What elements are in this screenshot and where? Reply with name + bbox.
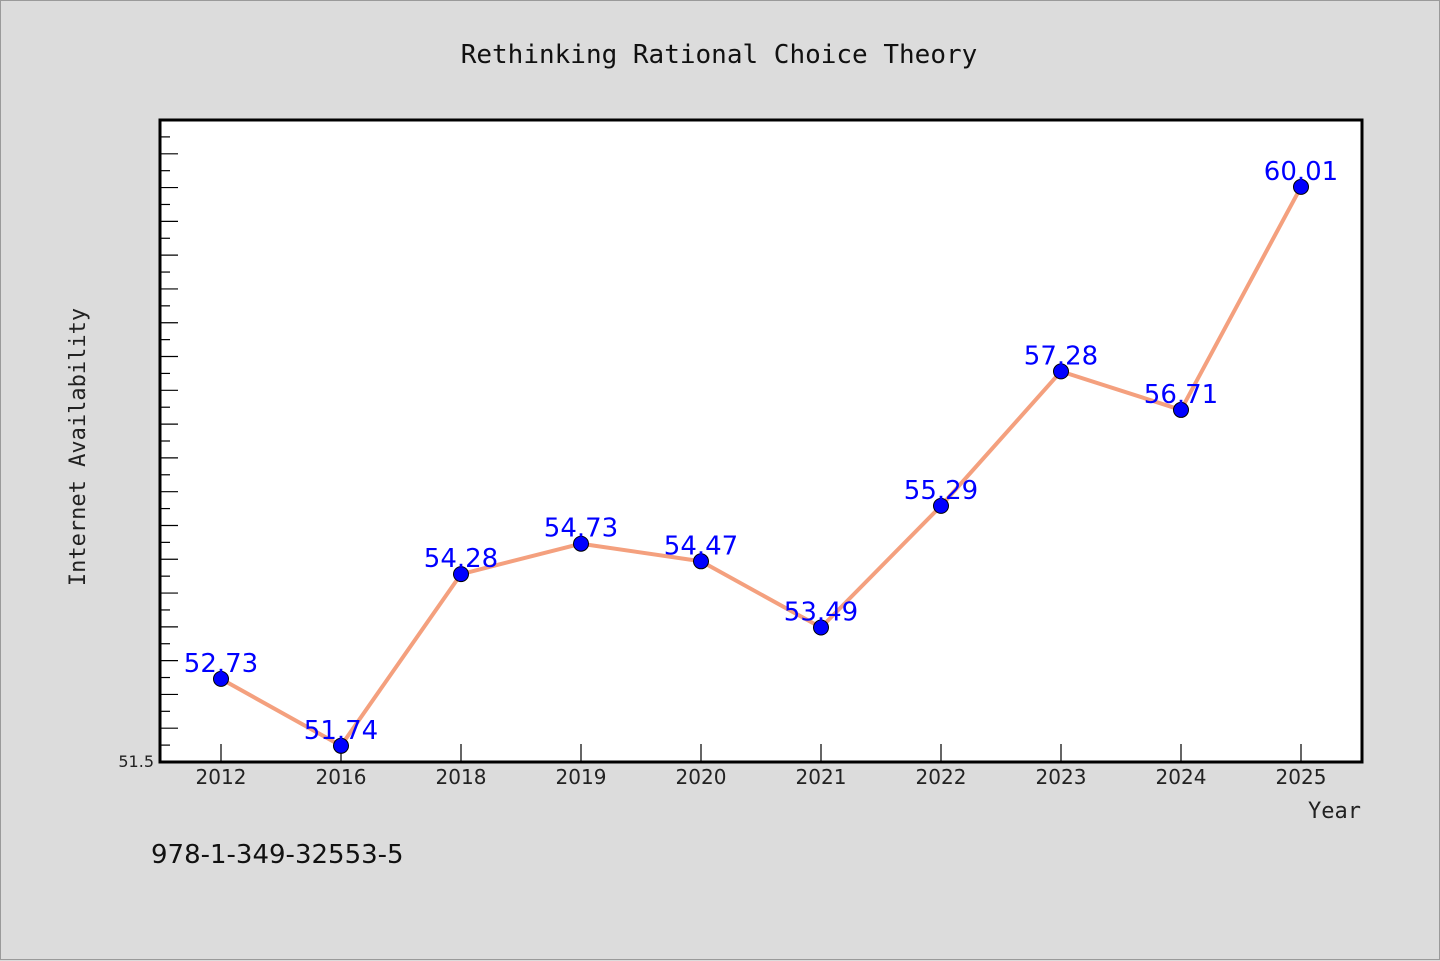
data-point <box>333 737 349 754</box>
data-series: 52.73 51.74 54.28 54.73 54.47 53.49 55.29 57.28… <box>184 157 1338 754</box>
data-label: 55.29 <box>904 476 978 506</box>
data-point <box>1293 178 1309 195</box>
x-tick-label: 2012 <box>196 765 247 789</box>
x-tick-label: 2021 <box>796 765 847 789</box>
x-tick-label: 2025 <box>1276 765 1327 789</box>
data-label: 54.73 <box>544 514 618 544</box>
chart-title: Rethinking Rational Choice Theory <box>461 40 978 70</box>
x-tick-label: 2022 <box>916 765 967 789</box>
x-ticks: 2012 2016 2018 2019 2020 2021 2022 2023 2024 2025 <box>196 744 1327 789</box>
series-line <box>220 185 1303 748</box>
data-point <box>693 553 709 570</box>
x-tick-label: 2016 <box>316 765 367 789</box>
data-label: 51.74 <box>304 716 378 746</box>
x-tick-label: 2024 <box>1156 765 1207 789</box>
data-label: 54.28 <box>424 544 498 574</box>
data-label: 53.49 <box>784 598 858 628</box>
plot-area <box>158 118 1364 764</box>
x-tick-label: 2020 <box>676 765 727 789</box>
footnote-isbn: 978-1-349-32553-5 <box>151 840 404 870</box>
data-point <box>933 497 949 514</box>
data-point <box>813 619 829 636</box>
y-tick-label: 51.5 <box>118 752 154 771</box>
data-point <box>1173 401 1189 418</box>
x-tick-label: 2023 <box>1036 765 1087 789</box>
data-point <box>213 670 229 687</box>
y-axis-label: Internet Availability <box>66 308 91 586</box>
data-label: 60.01 <box>1264 157 1338 187</box>
data-point <box>453 566 469 583</box>
x-axis-label: Year <box>1308 799 1361 824</box>
y-ticks: 51.5 <box>118 136 178 771</box>
data-point <box>573 535 589 552</box>
data-label: 57.28 <box>1024 341 1098 371</box>
data-point <box>1053 363 1069 380</box>
data-label: 54.47 <box>664 531 738 561</box>
x-tick-label: 2019 <box>556 765 607 789</box>
data-label: 52.73 <box>184 649 258 679</box>
x-tick-label: 2018 <box>436 765 487 789</box>
data-label: 56.71 <box>1144 380 1218 410</box>
